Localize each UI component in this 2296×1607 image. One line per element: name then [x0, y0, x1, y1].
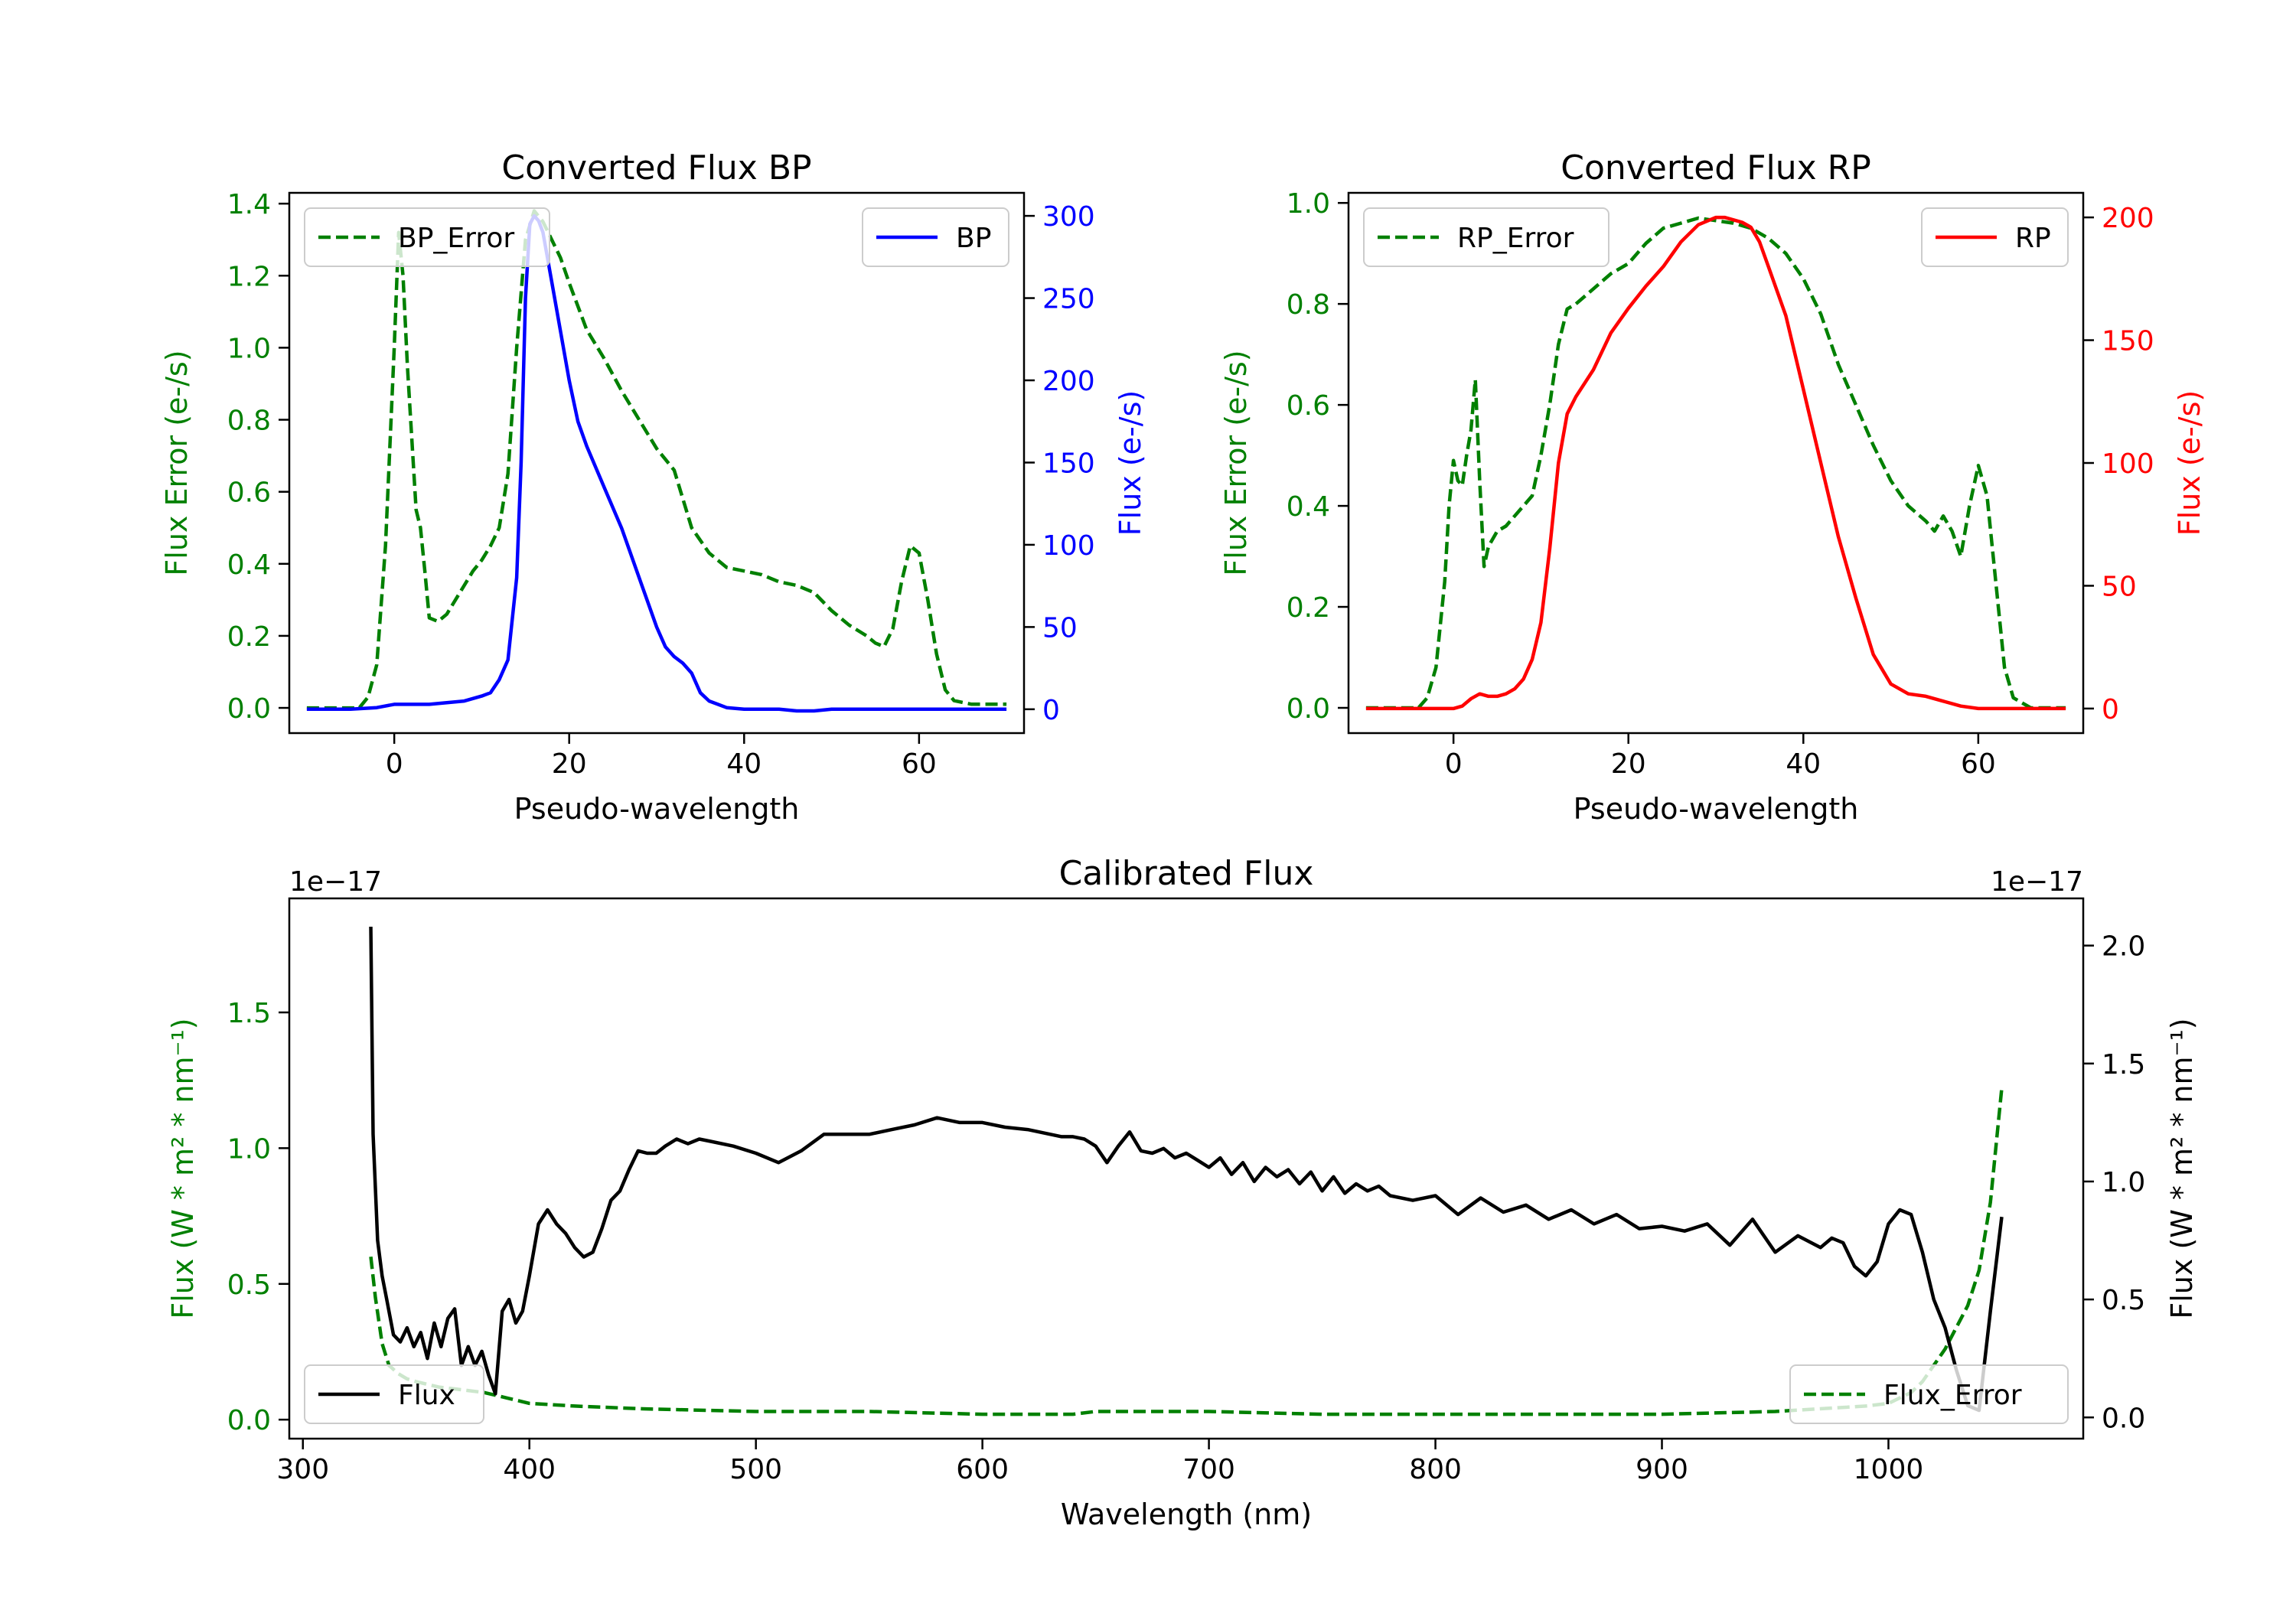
cal-series-flux-line	[369, 926, 2004, 1413]
rp-series-rp-line	[1365, 215, 2066, 711]
cal-y-left-tick-label: 1.0	[227, 1133, 271, 1165]
bp-y-left-tick-label: 0.8	[227, 406, 271, 437]
cal-legend-flux-error: Flux_Error	[1789, 1364, 2069, 1424]
rp-x-tick-label: 20	[1611, 748, 1646, 780]
rp-y-right-tick-label: 150	[2102, 326, 2154, 357]
bp-x-axis-label: Pseudo-wavelength	[514, 792, 800, 826]
bp-y-left-tick-label: 0.6	[227, 478, 271, 509]
rp-legend-label: RP	[2015, 223, 2051, 254]
rp-x-tick-label: 40	[1786, 748, 1821, 780]
bp-y-right-tick-label: 300	[1042, 201, 1095, 233]
cal-plot-frame	[288, 897, 2085, 1440]
bp-y-right-tick-label: 250	[1042, 284, 1095, 315]
bp-y-left-tick-label: 1.0	[227, 333, 271, 364]
bp-legend-label: BP	[956, 223, 991, 254]
cal-legend-label: Flux_Error	[1883, 1380, 2022, 1411]
cal-x-tick-label: 400	[503, 1454, 556, 1485]
rp-y-left-tick-label: 1.0	[1287, 188, 1330, 220]
rp-y-left-tick-label: 0.0	[1287, 693, 1330, 725]
rp-x-tick-label: 60	[1961, 748, 1996, 780]
cal-x-tick-label: 900	[1636, 1454, 1688, 1485]
bp-x-tick-label: 20	[552, 748, 587, 780]
cal-y-right-tick-label: 0.5	[2102, 1285, 2145, 1316]
cal-y-left-tick-label: 0.0	[227, 1405, 271, 1436]
bp-series-bp-error-line	[306, 209, 1007, 710]
rp-legend-label: RP_Error	[1457, 223, 1574, 254]
bp-y-right-tick-label: 150	[1042, 448, 1095, 479]
calibrated-flux-chart-panel: 300 400 500 600 700 800 900 1000 0.0 0.5 1.0 1.5 0.0…	[166, 854, 2199, 1531]
cal-x-tick-label: 800	[1409, 1454, 1462, 1485]
bp-y-right-axis-label: Flux (e-/s)	[1114, 390, 1147, 536]
rp-y-right-tick-label: 200	[2102, 203, 2154, 234]
bp-y-left-tick-label: 1.2	[227, 261, 271, 292]
bp-legend-box	[304, 207, 550, 267]
rp-x-tick-label: 0	[1445, 748, 1463, 780]
rp-series-rp-error-line	[1365, 216, 2066, 710]
bp-x-tick-label: 40	[726, 748, 762, 780]
rp-legend-rp-error: RP_Error	[1363, 207, 1609, 267]
cal-legend-label: Flux	[398, 1380, 455, 1411]
rp-y-left-tick-label: 0.8	[1287, 289, 1330, 321]
cal-chart-title: Calibrated Flux	[1059, 854, 1314, 893]
rp-y-left-tick-label: 0.6	[1287, 390, 1330, 422]
cal-y-left-tick-label: 1.5	[227, 998, 271, 1029]
bp-y-right-tick-label: 200	[1042, 366, 1095, 397]
cal-y-left-axis-label: Flux (W * m² * nm⁻¹)	[166, 1018, 200, 1319]
rp-y-right-tick-label: 0	[2102, 694, 2119, 725]
cal-y-right-tick-label: 0.0	[2102, 1403, 2145, 1434]
rp-chart-panel: 0 20 40 60 0.0 0.2 0.4 0.6 0.8 1.0 0 50 100 150 200 Con…	[1219, 148, 2206, 826]
cal-x-tick-label: 300	[276, 1454, 329, 1485]
cal-y-right-tick-label: 1.5	[2102, 1049, 2145, 1081]
bp-x-tick-label: 0	[386, 748, 403, 780]
bp-y-right-tick-label: 0	[1042, 695, 1060, 726]
rp-y-left-tick-label: 0.4	[1287, 491, 1330, 523]
cal-legend-box	[304, 1364, 484, 1424]
cal-x-tick-label: 500	[729, 1454, 782, 1485]
rp-y-right-axis-label: Flux (e-/s)	[2173, 390, 2206, 536]
rp-legend-box	[1363, 207, 1609, 267]
bp-legend-bp: BP	[862, 207, 1009, 267]
bp-y-right-tick-label: 100	[1042, 530, 1095, 562]
cal-legend-box	[1789, 1364, 2069, 1424]
cal-legend-flux: Flux	[304, 1364, 484, 1424]
cal-x-tick-label: 1000	[1854, 1454, 1924, 1485]
rp-y-left-axis-label: Flux Error (e-/s)	[1219, 350, 1253, 575]
rp-x-axis-label: Pseudo-wavelength	[1574, 792, 1859, 826]
bp-chart-title: Converted Flux BP	[501, 148, 811, 187]
cal-y-right-tick-label: 1.0	[2102, 1167, 2145, 1198]
cal-y-right-axis-label: Flux (W * m² * nm⁻¹)	[2165, 1018, 2199, 1319]
bp-legend-label: BP_Error	[398, 223, 514, 254]
cal-y-right-tick-label: 2.0	[2102, 931, 2145, 963]
rp-y-right-tick-label: 50	[2102, 571, 2137, 602]
bp-y-left-tick-label: 0.0	[227, 693, 271, 725]
cal-y-left-tick-label: 0.5	[227, 1270, 271, 1301]
bp-y-left-axis-label: Flux Error (e-/s)	[160, 350, 194, 575]
cal-offset-left-label: 1e−17	[289, 866, 382, 898]
rp-chart-title: Converted Flux RP	[1561, 148, 1871, 187]
bp-y-right-tick-label: 50	[1042, 612, 1078, 644]
cal-x-tick-label: 700	[1182, 1454, 1235, 1485]
cal-offset-right-label: 1e−17	[1991, 866, 2083, 898]
rp-y-left-tick-label: 0.2	[1287, 592, 1330, 624]
bp-series-bp-line	[306, 214, 1007, 713]
cal-x-tick-label: 600	[956, 1454, 1009, 1485]
bp-legend-bp-error: BP_Error	[304, 207, 550, 267]
bp-chart-panel: 0 20 40 60 0.0 0.2 0.4 0.6 0.8 1.0 1.2 1.4 0 50 100 150…	[160, 148, 1147, 826]
bp-x-tick-label: 60	[902, 748, 937, 780]
bp-y-left-tick-label: 0.4	[227, 549, 271, 581]
rp-y-right-tick-label: 100	[2102, 448, 2154, 480]
bp-y-left-tick-label: 1.4	[227, 189, 271, 220]
rp-legend-rp: RP	[1921, 207, 2069, 267]
bp-y-left-tick-label: 0.2	[227, 621, 271, 653]
cal-x-axis-label: Wavelength (nm)	[1061, 1498, 1312, 1531]
